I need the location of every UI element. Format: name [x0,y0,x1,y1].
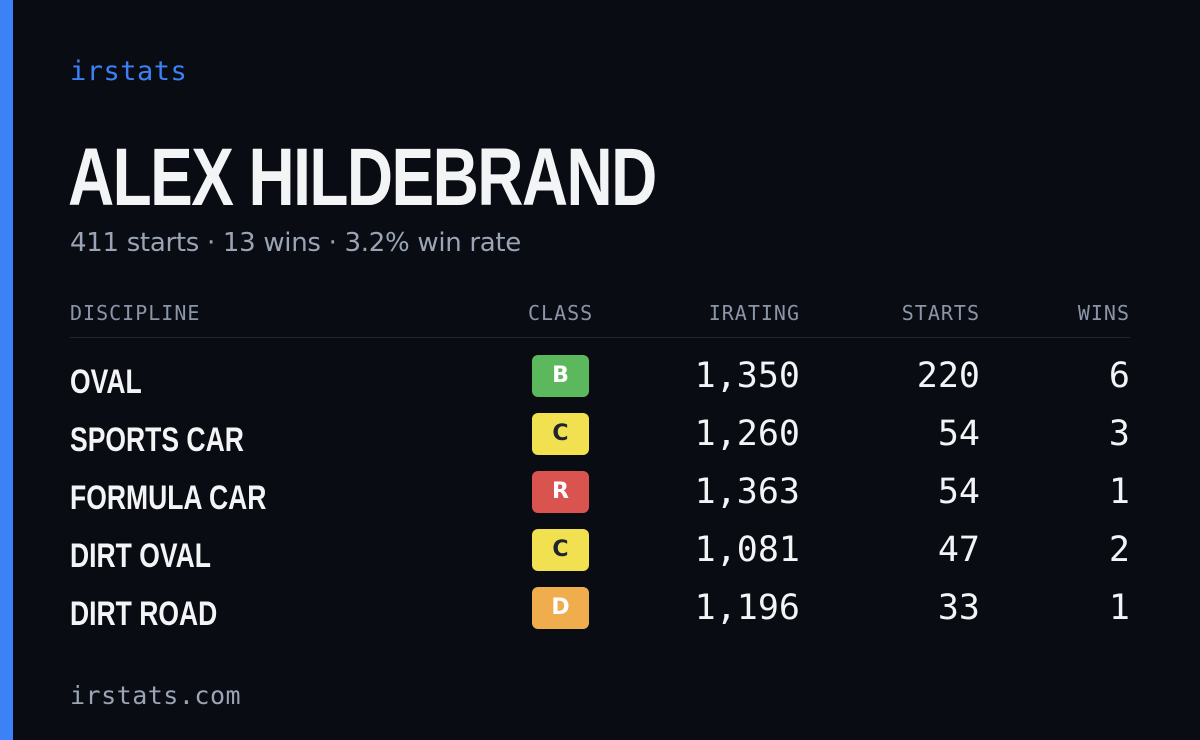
wins-value: 1 [1108,588,1130,628]
column-header-irating: IRATING [708,301,800,325]
starts-value: 54 [937,414,980,454]
starts-value: 220 [916,356,980,396]
irating-value: 1,081 [694,530,800,570]
irating-value: 1,196 [694,588,800,628]
driver-name: ALEX HILDEBRAND [68,132,657,223]
wins-value: 2 [1108,530,1130,570]
class-badge: R [532,471,589,513]
starts-value: 54 [937,472,980,512]
wins-value: 3 [1108,414,1130,454]
irating-value: 1,260 [694,414,800,454]
irating-value: 1,350 [694,356,800,396]
wins-value: 1 [1108,472,1130,512]
table-row: SPORTS CAR C 1,260 54 3 [0,413,1200,471]
discipline-name: OVAL [70,363,142,401]
footer-site-link[interactable]: irstats.com [70,681,242,710]
class-badge: D [532,587,589,629]
discipline-name: DIRT OVAL [70,537,211,575]
discipline-name: SPORTS CAR [70,421,244,459]
driver-summary: 411 starts · 13 wins · 3.2% win rate [70,228,522,258]
starts-value: 47 [937,530,980,570]
starts-value: 33 [937,588,980,628]
table-row: DIRT OVAL C 1,081 47 2 [0,529,1200,587]
class-badge: B [532,355,589,397]
column-header-wins: WINS [1077,301,1130,325]
table-row: FORMULA CAR R 1,363 54 1 [0,471,1200,529]
class-badge: C [532,413,589,455]
column-header-discipline: DISCIPLINE [70,301,201,325]
header-divider [70,337,1130,338]
irating-value: 1,363 [694,472,800,512]
table-row: DIRT ROAD D 1,196 33 1 [0,587,1200,645]
column-header-starts: STARTS [901,301,980,325]
discipline-name: FORMULA CAR [70,479,267,517]
brand-logo[interactable]: irstats [70,56,188,87]
accent-bar [0,0,13,740]
column-header-class: CLASS [528,301,594,325]
wins-value: 6 [1108,356,1130,396]
table-row: OVAL B 1,350 220 6 [0,355,1200,413]
class-badge: C [532,529,589,571]
discipline-name: DIRT ROAD [70,595,218,633]
